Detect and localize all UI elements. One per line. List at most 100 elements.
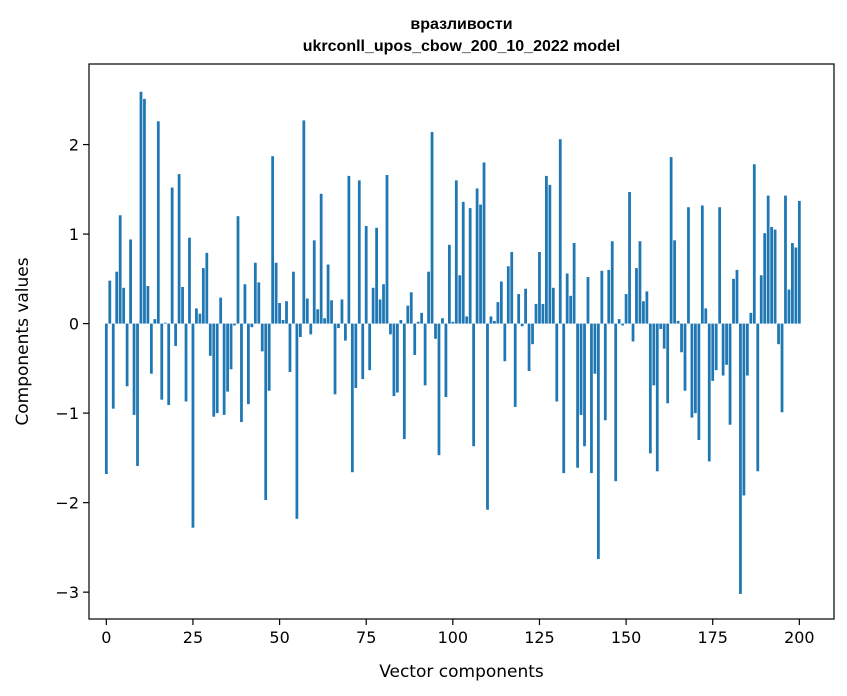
bar [357, 180, 361, 324]
bar [371, 287, 375, 324]
bar [153, 319, 157, 324]
bar [271, 156, 275, 324]
bar [212, 323, 216, 417]
bar [430, 132, 434, 324]
bar [347, 175, 351, 324]
bar [416, 321, 420, 324]
bar [621, 323, 625, 326]
bar [319, 193, 323, 324]
bar [125, 323, 129, 387]
bar [195, 308, 198, 324]
bar [590, 323, 593, 474]
bar [745, 323, 749, 376]
bar [205, 252, 209, 324]
bar [354, 323, 358, 389]
bar [409, 292, 413, 324]
bar [780, 323, 784, 413]
bar [506, 266, 510, 324]
bar [292, 271, 295, 324]
bar [728, 323, 732, 425]
bar [690, 323, 694, 418]
bar [659, 323, 663, 329]
bar [337, 323, 340, 329]
bar [784, 195, 787, 324]
plot-frame [88, 63, 835, 620]
bar [451, 321, 455, 324]
bar [250, 323, 254, 328]
y-tick-label: 0 [69, 315, 79, 334]
bar [607, 269, 611, 324]
bar [115, 271, 119, 324]
bar [368, 323, 372, 371]
bar [572, 243, 576, 324]
bar [773, 229, 777, 324]
bar [680, 323, 683, 353]
bar [461, 201, 465, 324]
bar [732, 278, 735, 324]
bar [510, 251, 514, 324]
chart-title-line-1: вразливости [410, 16, 512, 33]
bar [305, 298, 309, 324]
bar [219, 297, 223, 324]
bar [260, 323, 264, 352]
bar [673, 240, 676, 324]
bar [174, 323, 178, 346]
bar [402, 323, 406, 440]
bar [444, 323, 448, 397]
bar [375, 227, 378, 324]
bar [614, 323, 618, 482]
bar [330, 300, 333, 324]
bar [118, 215, 122, 324]
bar [177, 174, 181, 324]
bar [711, 323, 715, 381]
bar [309, 323, 313, 335]
bar [253, 262, 257, 324]
x-tick-label: 125 [524, 628, 555, 647]
bar [655, 323, 659, 472]
bar [687, 207, 690, 324]
bar [541, 303, 545, 324]
bar [763, 233, 767, 324]
bar [545, 175, 548, 324]
bar [579, 323, 583, 415]
bar [316, 309, 320, 324]
bar [603, 323, 607, 421]
bar [233, 323, 236, 326]
bar [149, 323, 153, 374]
bars-group [104, 91, 801, 594]
bar [191, 323, 195, 528]
bar [278, 303, 281, 324]
y-tick-label: −2 [55, 494, 79, 513]
bar [447, 244, 451, 324]
x-axis-ticks: 0 25 50 75 100 125 150 175 200 [101, 619, 815, 647]
bar [707, 323, 711, 462]
chart-title-line-2: ukrconll_upos_cbow_200_10_2022 model [303, 38, 620, 55]
x-axis-label: Vector components [379, 662, 544, 682]
bar [548, 184, 552, 324]
bar [718, 207, 722, 324]
bar [558, 139, 562, 324]
bar [565, 273, 569, 324]
bar [312, 240, 316, 324]
bar [344, 323, 347, 341]
bar [382, 284, 385, 324]
bar [406, 305, 410, 324]
bar [683, 323, 687, 391]
x-tick-label: 50 [269, 628, 289, 647]
bar [208, 323, 212, 356]
bar [167, 323, 171, 406]
bar [555, 323, 559, 402]
bar [797, 200, 801, 324]
bar [184, 323, 188, 402]
bar [576, 323, 579, 468]
bar [538, 251, 541, 324]
bar [350, 323, 354, 473]
bar [697, 323, 701, 440]
bar [129, 239, 132, 324]
bar [243, 284, 247, 324]
bar [201, 268, 205, 324]
bar [600, 270, 604, 324]
bar [635, 268, 638, 324]
bar [434, 323, 437, 339]
